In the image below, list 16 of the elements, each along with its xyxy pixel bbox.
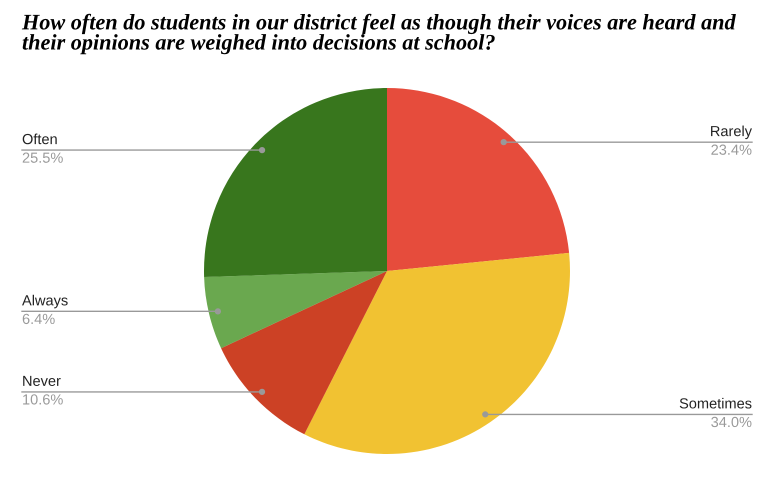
pie-slice xyxy=(304,252,570,454)
data-label: 23.4% xyxy=(711,144,752,155)
pie-slice xyxy=(204,271,387,348)
slice-label: Never xyxy=(23,376,61,386)
slice-label: Often xyxy=(22,134,57,144)
pie-slice xyxy=(221,271,387,434)
chart-title: How often do students in our district feel as though their voices are heard and their opinions are weighed into decisions at school? xyxy=(22,14,736,54)
pie-slice xyxy=(387,88,570,271)
pie-slice xyxy=(204,88,387,278)
slice-label: Sometimes xyxy=(680,398,752,409)
data-label: 34.0% xyxy=(711,416,752,428)
slice-label: Always xyxy=(22,294,68,308)
slice-label: Rarely xyxy=(711,126,752,140)
data-label: 6.4% xyxy=(22,314,55,324)
data-label: 25.5% xyxy=(22,152,63,163)
data-label: 10.6% xyxy=(23,394,63,405)
